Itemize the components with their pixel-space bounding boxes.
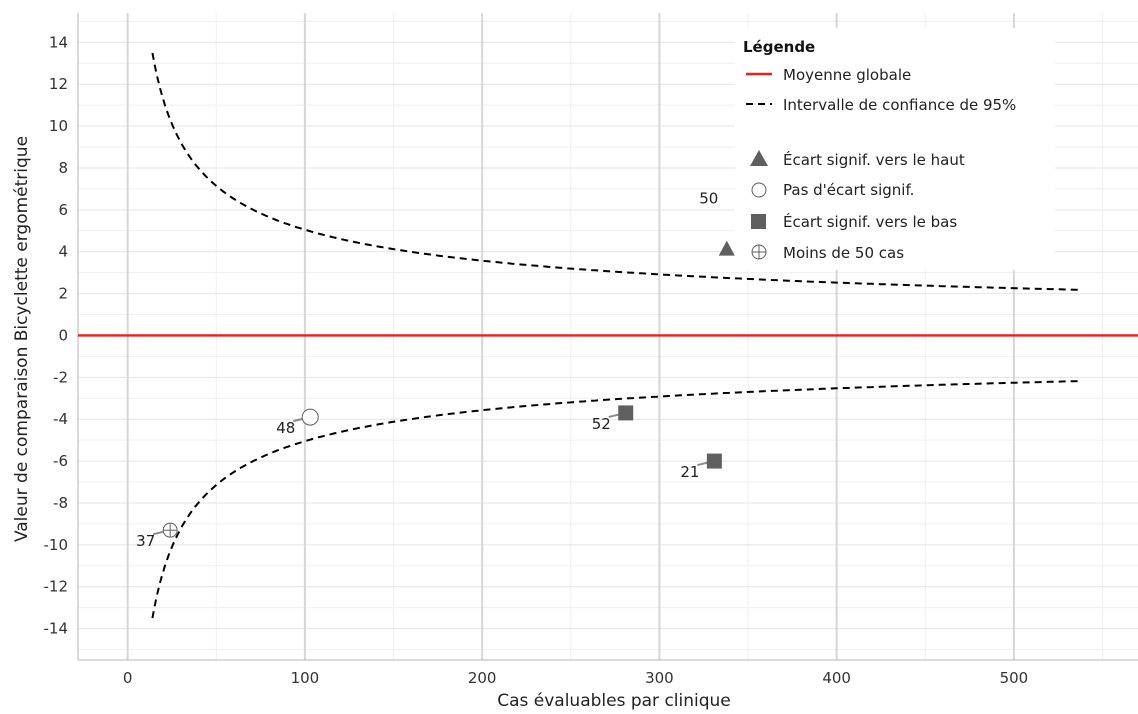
y-tick-label: 8: [58, 159, 68, 177]
x-tick-label: 200: [468, 669, 497, 687]
point-label: 37: [136, 532, 155, 550]
y-tick-label: -14: [44, 620, 69, 638]
legend-item-mean: Moyenne globale: [746, 66, 911, 84]
legend-label-none: Pas d'écart signif.: [783, 181, 914, 199]
upper-ci-curve: [151, 52, 1080, 291]
y-tick-label: 6: [58, 201, 68, 219]
point-label-partial: 50: [699, 189, 718, 207]
triangle-up-icon: [750, 150, 768, 166]
y-tick-label: 10: [49, 117, 68, 135]
legend-item-ci: Intervalle de confiance de 95%: [746, 96, 1016, 114]
legend-item-up: Écart signif. vers le haut: [750, 150, 965, 169]
confidence-curves: [151, 52, 1080, 619]
legend-item-few: Moins de 50 cas: [751, 244, 904, 262]
y-tick-label: -6: [53, 452, 68, 470]
y-tick-label: 0: [58, 326, 68, 344]
point-open-circle: [301, 408, 319, 426]
point-triangle: [718, 240, 735, 256]
points-layer: 37 48 52 21 50: [136, 189, 735, 550]
y-tick-label: 4: [58, 243, 68, 261]
legend-label-up: Écart signif. vers le haut: [783, 150, 965, 169]
legend-label-few: Moins de 50 cas: [783, 244, 904, 262]
open-circle-icon: [751, 182, 767, 198]
point-label: 21: [680, 463, 699, 481]
legend-label-mean: Moyenne globale: [783, 66, 911, 84]
x-tick-label: 0: [123, 669, 133, 687]
tick-labels: 0 100 200 300 400 500 14 12 10 8 6 4 2 0 -2 -4 -6 -8 -10 -1…: [44, 33, 1029, 687]
point-label: 48: [276, 419, 295, 437]
legend-label-ci: Intervalle de confiance de 95%: [783, 96, 1016, 114]
square-icon: [751, 214, 766, 229]
x-tick-label: 100: [291, 669, 320, 687]
legend-title: Légende: [743, 38, 815, 56]
y-tick-label: -2: [53, 368, 68, 386]
x-axis-label: Cas évaluables par clinique: [497, 691, 731, 711]
x-tick-label: 400: [822, 669, 851, 687]
legend: Légende Moyenne globale Intervalle de co…: [735, 28, 1055, 270]
legend-item-none: Pas d'écart signif.: [751, 181, 914, 199]
y-tick-label: 14: [49, 33, 68, 51]
y-tick-label: -12: [44, 578, 69, 596]
y-tick-label: 12: [49, 75, 68, 93]
legend-label-down: Écart signif. vers le bas: [783, 212, 957, 231]
y-tick-label: -4: [53, 410, 68, 428]
lower-ci-curve: [151, 380, 1080, 619]
y-axis-label: Valeur de comparaison Bicyclette ergomét…: [12, 136, 32, 542]
y-tick-label: 2: [58, 285, 68, 303]
y-tick-label: -10: [44, 536, 69, 554]
y-tick-label: -8: [53, 494, 68, 512]
legend-item-down: Écart signif. vers le bas: [751, 212, 957, 231]
point-label: 52: [592, 415, 611, 433]
x-tick-label: 300: [645, 669, 674, 687]
legend-background: [735, 28, 1055, 270]
point-square: [618, 405, 634, 421]
point-square: [706, 453, 722, 469]
x-tick-label: 500: [1000, 669, 1029, 687]
